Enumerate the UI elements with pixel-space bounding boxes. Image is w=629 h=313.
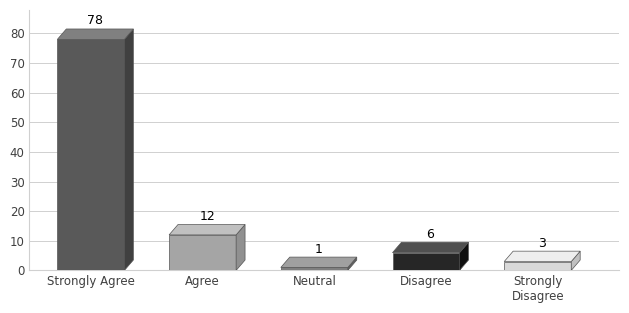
Polygon shape [125, 29, 133, 270]
Polygon shape [348, 257, 357, 270]
Text: 3: 3 [538, 237, 546, 250]
Polygon shape [169, 224, 245, 235]
Text: 12: 12 [199, 210, 215, 223]
Polygon shape [281, 257, 357, 267]
Polygon shape [504, 251, 580, 262]
Text: 78: 78 [87, 14, 103, 28]
Polygon shape [169, 235, 236, 270]
Polygon shape [392, 253, 460, 270]
Polygon shape [571, 251, 580, 270]
Polygon shape [392, 242, 469, 253]
Polygon shape [281, 267, 348, 270]
Polygon shape [57, 39, 125, 270]
Polygon shape [460, 242, 469, 270]
Text: 1: 1 [315, 243, 323, 256]
Polygon shape [504, 262, 571, 270]
Polygon shape [57, 29, 133, 39]
Polygon shape [236, 224, 245, 270]
Text: 6: 6 [426, 228, 435, 241]
